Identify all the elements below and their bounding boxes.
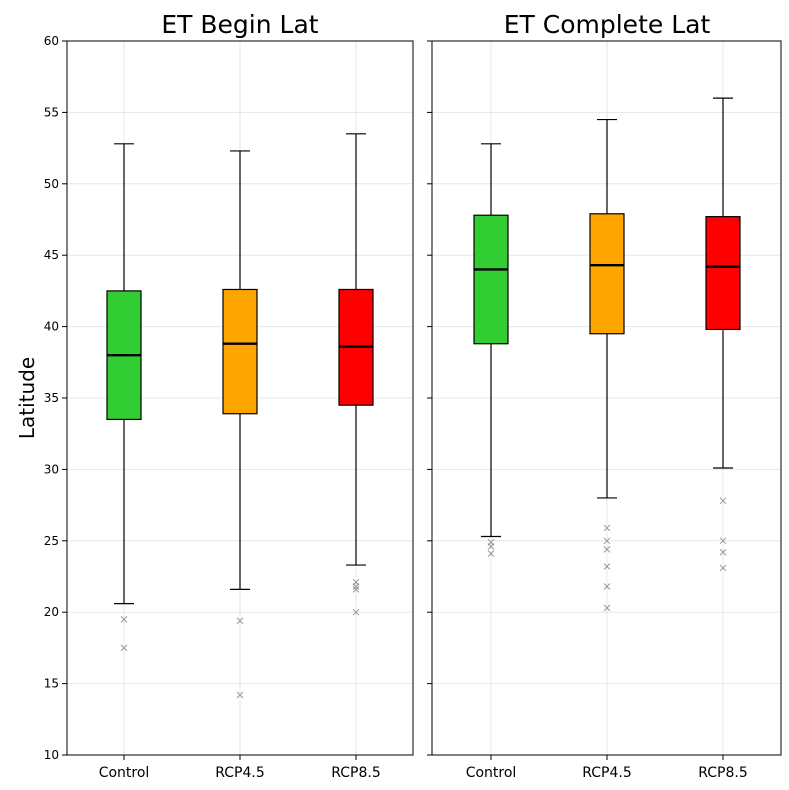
- outlier-marker: [603, 524, 611, 532]
- box-rcp4-5: [222, 150, 258, 699]
- x-tick-label: RCP8.5: [698, 765, 748, 781]
- outlier-marker: [352, 583, 360, 590]
- iqr-box: [705, 216, 741, 331]
- x-tick-label: Control: [99, 765, 150, 781]
- y-tick-label: 60: [44, 34, 59, 48]
- outlier-marker: [719, 497, 727, 505]
- outlier-marker: [719, 537, 727, 545]
- y-tick-label: 35: [44, 391, 59, 405]
- y-tick-label: 15: [44, 677, 59, 691]
- plot-frame: [431, 40, 782, 756]
- outlier-marker: [352, 608, 360, 616]
- box-rcp8-5: [705, 97, 741, 572]
- y-tick-label: 10: [44, 748, 59, 762]
- y-tick-label: 50: [44, 177, 59, 191]
- outlier-marker: [603, 537, 611, 545]
- iqr-box: [473, 214, 509, 345]
- plot-frame: [66, 40, 414, 756]
- y-tick-label: 40: [44, 320, 59, 334]
- iqr-box: [222, 288, 258, 415]
- outlier-marker: [603, 604, 611, 612]
- outlier-marker: [120, 644, 128, 652]
- iqr-box: [589, 213, 625, 335]
- outlier-marker: [120, 615, 128, 623]
- outlier-marker: [603, 583, 611, 590]
- outlier-marker: [487, 543, 495, 550]
- x-tick-label: RCP8.5: [331, 765, 381, 781]
- x-tick-label: Control: [466, 765, 517, 781]
- box-control: [473, 143, 509, 558]
- y-tick-label: 45: [44, 248, 59, 262]
- outlier-marker: [719, 564, 727, 572]
- outlier-marker: [603, 546, 611, 553]
- panel-et-begin-lat: ET Begin Lat 10 15 20 25 30 35 40 45 50 55 60 Cont…: [44, 10, 414, 781]
- outlier-marker: [719, 548, 727, 556]
- outlier-marker: [236, 617, 244, 625]
- outlier-marker: [603, 563, 611, 570]
- box-rcp4-5: [589, 118, 625, 612]
- y-tick-label: 55: [44, 105, 59, 119]
- box-control: [106, 143, 142, 652]
- panel-title: ET Begin Lat: [161, 10, 318, 39]
- panel-et-complete-lat: ET Complete Lat Control RCP4.5 RCP8.5: [427, 10, 782, 781]
- y-tick-label: 30: [44, 462, 59, 476]
- x-tick-label: RCP4.5: [215, 765, 265, 781]
- outlier-marker: [487, 550, 495, 558]
- outlier-marker: [352, 585, 360, 593]
- y-tick-label: 25: [44, 534, 59, 548]
- x-tick-label: RCP4.5: [582, 765, 632, 781]
- y-axis-label: Latitude: [15, 357, 39, 439]
- box-rcp8-5: [338, 133, 374, 616]
- y-tick-label: 20: [44, 605, 59, 619]
- outlier-marker: [236, 691, 244, 699]
- panel-title: ET Complete Lat: [504, 10, 711, 39]
